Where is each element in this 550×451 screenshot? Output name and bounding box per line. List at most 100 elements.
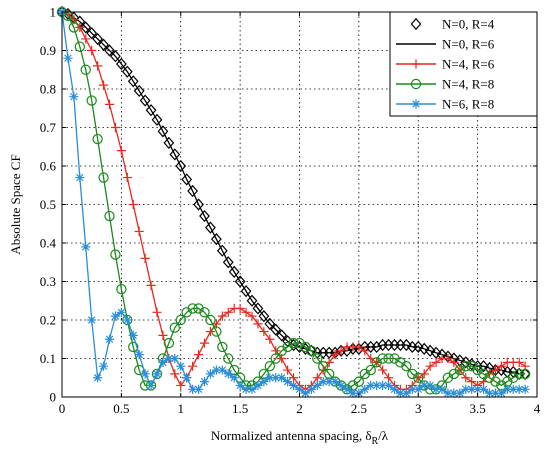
data-point [116,146,126,156]
data-point [92,133,103,145]
data-point [75,22,85,32]
data-point [395,357,406,368]
data-point [62,10,74,22]
data-point [104,210,115,222]
data-point [455,388,465,398]
y-tick-label: 0.2 [40,313,56,328]
data-point [306,345,317,356]
data-point [146,380,156,391]
data-point [139,94,151,107]
data-point [246,294,258,307]
data-point [437,384,447,394]
data-point [81,242,91,252]
data-point [176,361,186,371]
data-point [410,78,422,90]
data-point [282,341,293,353]
data-point [176,380,186,391]
data-point [253,319,263,329]
data-point [86,95,97,106]
data-point [169,148,181,161]
data-point [365,364,376,376]
x-tick-label: 2.5 [351,401,367,416]
data-point [235,303,245,314]
data-point [443,388,453,398]
data-point [217,311,227,321]
data-point [383,353,394,364]
data-point [478,368,489,380]
data-point [513,368,525,380]
data-point [442,372,454,383]
data-point [235,380,245,391]
data-point [240,285,252,298]
x-tick-label: 0.5 [113,401,129,416]
data-point [318,361,329,372]
data-point [193,303,204,314]
data-point [80,21,92,34]
data-point [205,326,216,337]
data-point [270,353,281,364]
data-point [164,353,174,364]
data-point [424,344,436,357]
data-point [312,380,322,391]
data-point [127,75,139,88]
data-point [478,360,489,373]
data-point [473,384,483,394]
data-point [508,372,519,383]
data-point [264,361,276,372]
data-point [449,388,459,398]
data-point [145,104,157,117]
data-point [288,380,299,391]
data-point [193,198,204,211]
data-point [411,99,421,109]
data-point [182,373,192,383]
y-tick-label: 0.4 [40,236,57,251]
data-point [110,311,121,321]
y-axis-label: Absolute Space CF [8,154,23,254]
data-point [383,373,394,383]
data-point [68,22,80,33]
data-point [69,92,79,102]
data-point [514,384,524,394]
data-point [222,256,234,269]
data-point [461,384,471,394]
data-point [407,384,417,394]
data-point [508,384,518,394]
data-point [389,353,400,364]
data-point [188,384,198,394]
data-point [216,244,228,257]
data-point [223,353,234,364]
data-point [241,384,251,394]
data-point [211,326,222,337]
data-point [223,307,233,317]
data-point [121,65,133,78]
data-point [122,315,132,325]
data-point [87,45,97,56]
x-tick-label: 1 [178,401,185,416]
data-point [271,373,281,383]
data-point [152,369,162,379]
data-point [467,384,477,394]
data-point [181,307,192,318]
data-point [519,367,531,381]
data-point [401,388,411,398]
data-point [116,307,126,317]
data-point [484,372,495,383]
data-point [128,341,139,353]
y-tick-label: 0.1 [40,351,56,366]
data-point [443,353,453,364]
data-point [419,380,429,391]
legend-label: N=4, R=6 [442,57,495,72]
data-point [283,377,293,387]
data-point [431,384,441,394]
data-point [259,326,269,337]
data-point [134,226,144,237]
data-point [234,275,246,288]
data-point [140,369,150,379]
legend: N=0, R=4 N=0, R=6 N=4, R=6 N=4, R=8 N=6, R=8 [389,11,538,117]
data-point [264,317,276,330]
data-point [466,361,477,372]
data-point [193,350,204,360]
data-point [122,172,132,183]
legend-item: N=0, R=6 [396,37,495,52]
data-point [490,365,501,375]
